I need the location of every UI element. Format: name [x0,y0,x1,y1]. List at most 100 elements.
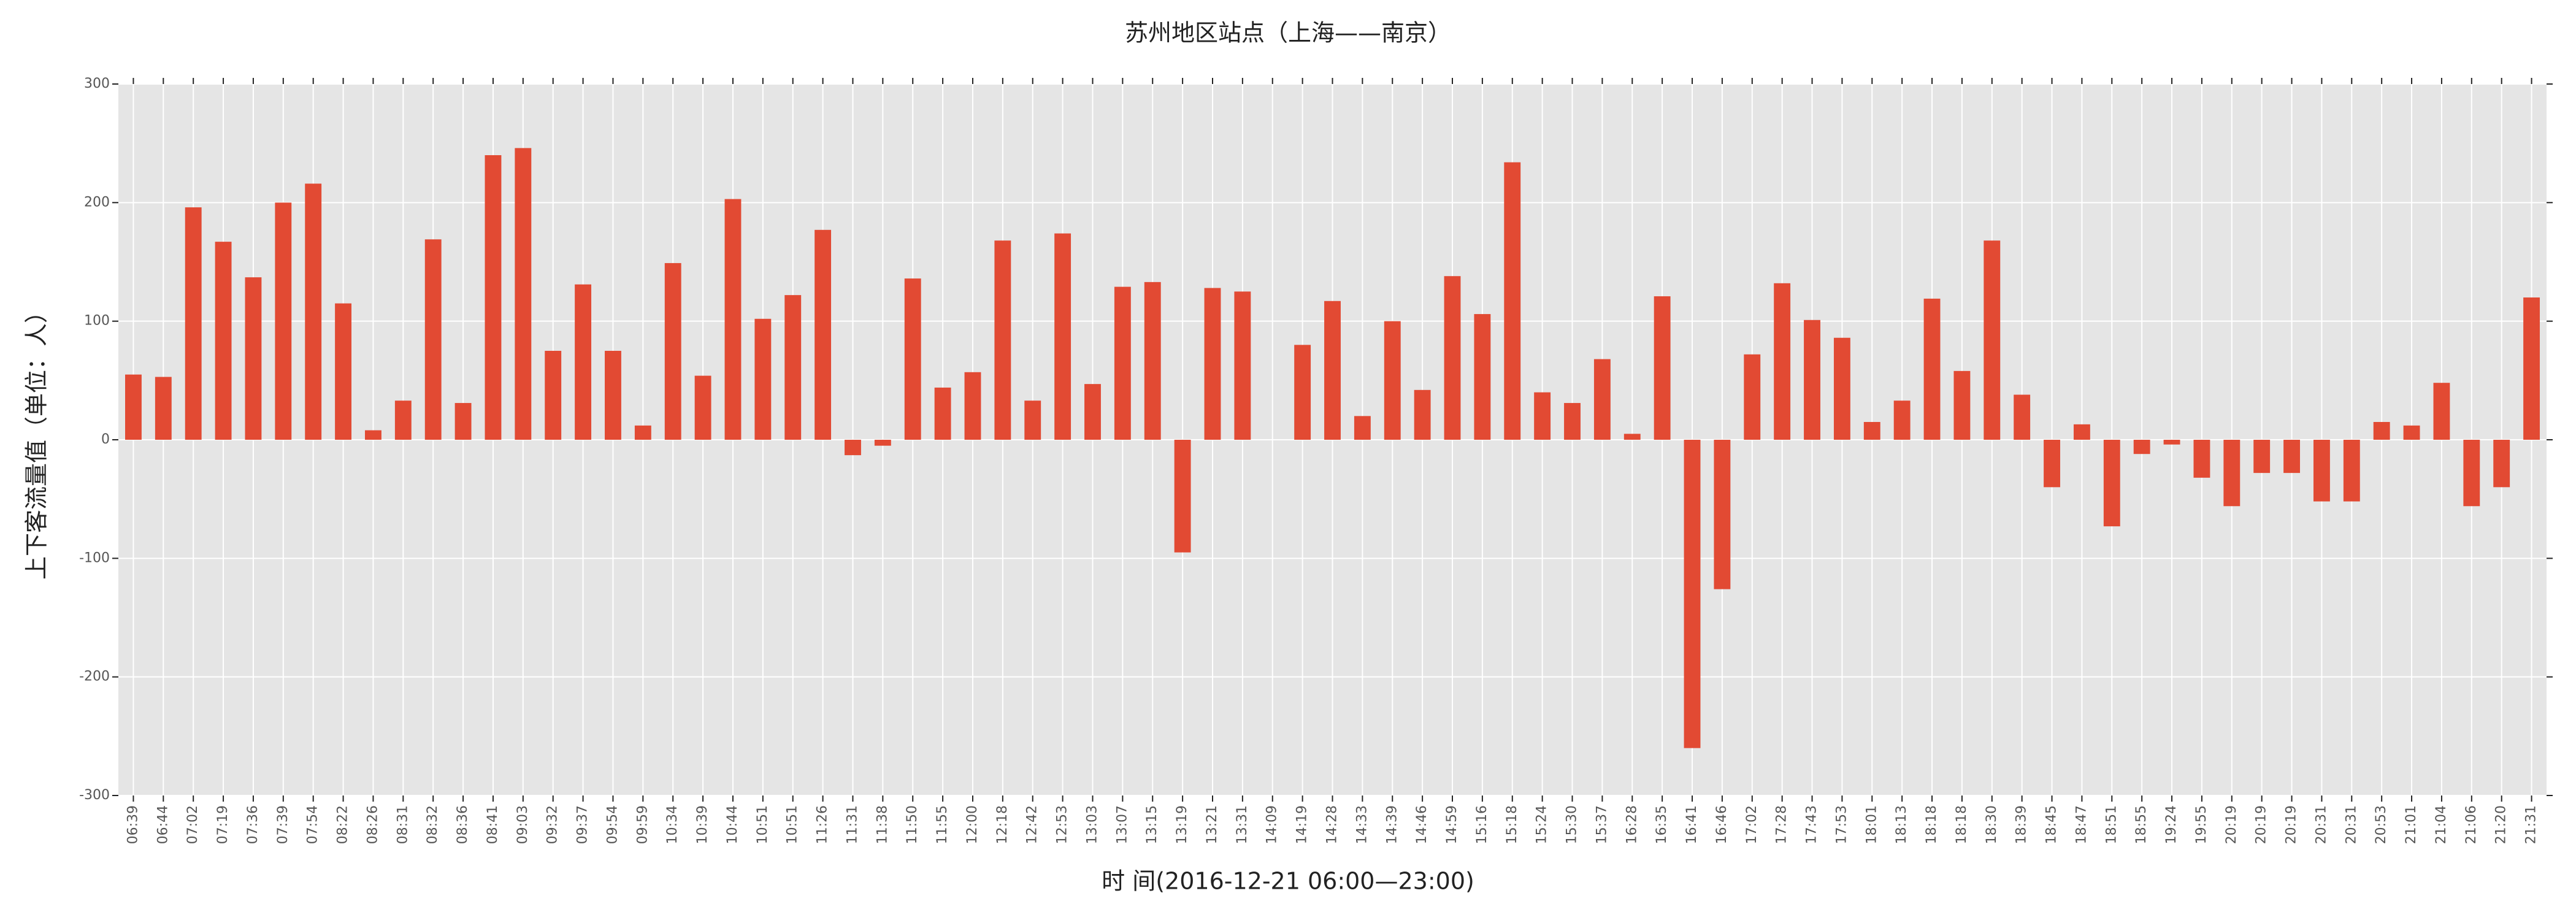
x-tick-label: 10:34 [665,805,680,844]
bar [815,229,832,440]
x-tick-label: 14:19 [1295,805,1310,844]
x-tick-label: 11:55 [935,805,950,844]
x-axis-label: 时 间(2016-12-21 06:00—23:00) [1102,868,1474,895]
x-tick-label: 14:33 [1354,805,1370,844]
x-tick-label: 14:59 [1444,805,1460,844]
bar [1474,314,1491,440]
x-tick-label: 09:54 [605,805,620,844]
x-tick-label: 07:39 [275,805,291,844]
bar [335,303,352,440]
x-tick-label: 19:55 [2194,805,2209,844]
x-tick-label: 21:20 [2494,805,2509,844]
x-tick-label: 15:37 [1594,805,1609,844]
bar [904,278,921,440]
x-tick-label: 13:07 [1114,805,1130,844]
bar [1144,282,1161,440]
bar [1863,422,1880,440]
bar [1833,337,1850,440]
bar [664,263,681,440]
x-tick-label: 07:54 [305,805,321,844]
x-tick-label: 20:19 [2284,805,2299,844]
x-tick-label: 20:19 [2254,805,2269,844]
bar [394,401,412,440]
x-tick-label: 18:45 [2044,805,2060,844]
x-tick-label: 18:18 [1924,805,1939,844]
bar [1114,286,1131,440]
x-tick-label: 06:39 [125,805,140,844]
bar [1593,359,1611,440]
x-tick-label: 18:55 [2134,805,2149,844]
x-tick-label: 11:26 [815,805,830,844]
bar [1414,389,1431,440]
bar [1564,403,1581,440]
x-tick-label: 06:44 [155,805,171,844]
bar [724,199,742,440]
x-tick-label: 18:18 [1954,805,1969,844]
bar [694,375,711,440]
bar [2073,424,2090,440]
bar [874,440,891,446]
chart-title: 苏州地区站点（上海——南京） [1125,20,1451,47]
bar [1084,384,1101,440]
bar [155,377,172,440]
x-tick-label: 10:51 [755,805,770,844]
bar [1504,162,1521,440]
bar [845,440,861,456]
x-tick-label: 10:39 [695,805,710,844]
x-tick-label: 20:19 [2224,805,2239,844]
x-tick-label: 21:06 [2464,805,2479,844]
bar [424,239,442,440]
bar [1684,440,1701,748]
bar [1024,401,1041,440]
x-tick-label: 09:59 [635,805,650,844]
bar [1174,440,1191,553]
x-tick-label: 20:53 [2374,805,2389,844]
x-tick-label: 21:04 [2434,805,2449,844]
bar [1234,291,1251,440]
x-tick-label: 09:32 [545,805,561,844]
x-tick-label: 12:53 [1055,805,1070,844]
x-tick-label: 15:24 [1535,805,1550,844]
bar [2343,440,2360,502]
x-tick-label: 08:22 [335,805,351,844]
x-tick-label: 08:26 [365,805,380,844]
x-tick-label: 07:19 [215,805,231,844]
x-tick-label: 14:28 [1325,805,1340,844]
y-axis-label: 上下客流量值（单位：人） [23,300,50,580]
y-tick-label: 0 [101,432,110,447]
bar [125,374,142,440]
x-tick-label: 08:41 [485,805,500,844]
x-tick-label: 12:18 [995,805,1010,844]
x-tick-label: 15:16 [1474,805,1490,844]
x-tick-label: 08:31 [395,805,410,844]
bar [454,403,472,440]
x-tick-label: 12:42 [1025,805,1040,844]
bar [2433,383,2450,440]
bar [1384,321,1401,440]
x-tick-label: 16:35 [1654,805,1669,844]
x-tick-label: 12:00 [965,805,980,844]
x-tick-label: 07:36 [245,805,261,844]
bar [1204,288,1221,440]
bar [1714,440,1731,589]
x-tick-label: 17:28 [1774,805,1790,844]
bar [1623,434,1641,440]
x-tick-label: 21:31 [2524,805,2539,844]
x-tick-label: 13:31 [1235,805,1250,844]
bar [964,372,981,440]
bar [1444,276,1461,440]
bar [994,240,1011,440]
x-tick-label: 08:36 [455,805,470,844]
bar [215,242,232,440]
bar [2523,297,2540,440]
bar [634,425,651,440]
x-tick-label: 17:02 [1744,805,1760,844]
y-tick-label: 200 [84,194,110,210]
bar [1893,401,1911,440]
x-tick-label: 21:01 [2404,805,2419,844]
y-tick-label: 300 [84,76,110,91]
bar [1654,296,1671,440]
x-tick-label: 11:50 [905,805,920,844]
bar [2373,422,2390,440]
